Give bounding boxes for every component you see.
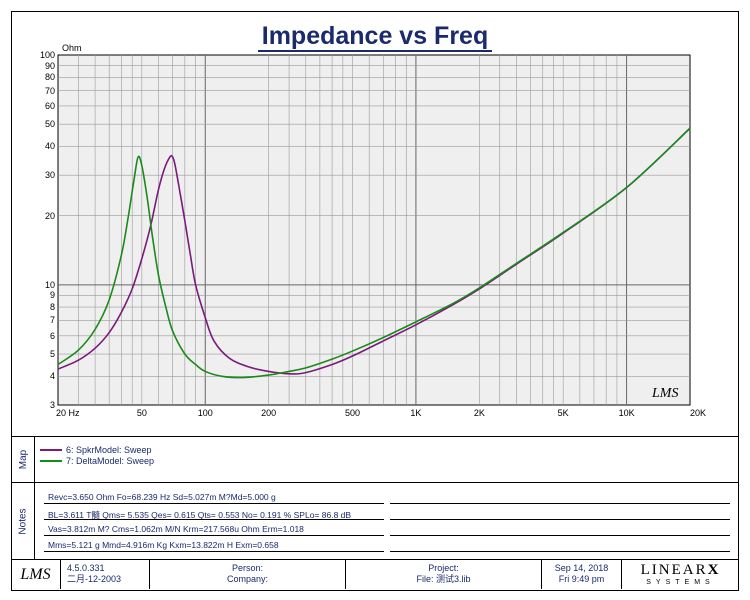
footer-brand-logo: LINEARX <box>622 562 739 578</box>
x-tick-label: 20 Hz <box>56 408 80 418</box>
y-tick-label: 30 <box>44 170 55 181</box>
footer-brand-top: LINEAR <box>640 562 708 578</box>
x-tick-label: 1K <box>410 408 422 418</box>
chart-title: Impedance vs Freq <box>0 22 750 52</box>
grid-lines <box>58 55 690 405</box>
footer-logo-cell: LMS <box>11 560 61 589</box>
x-tick-label: 100 <box>197 408 213 418</box>
note-line-1: Revc=3.650 Ohm Fo=68.239 Hz Sd=5.027m M?… <box>48 492 276 502</box>
y-tick-label: 100 <box>39 50 55 60</box>
note-rule-4 <box>44 551 384 552</box>
legend-item-delta: 7: DeltaModel: Sweep <box>40 456 154 466</box>
note-rule-2 <box>44 519 384 520</box>
y-tick-label: 40 <box>44 141 55 152</box>
footer-date-cell: Sep 14, 2018 Fri 9:49 pm <box>542 560 622 589</box>
footer-project-cell: Project: File: 测试3.lib <box>346 560 542 589</box>
y-tick-label: 4 <box>49 371 55 382</box>
x-tick-label: 10K <box>618 408 635 418</box>
plot-background <box>57 54 691 406</box>
curves <box>57 127 691 379</box>
footer-date: Sep 14, 2018 <box>554 563 609 573</box>
footer-brand-x: X <box>707 562 721 578</box>
note-line-3: Vas=3.812m M? Cms=1.062m M/N Krm=217.568… <box>48 524 304 534</box>
note-rule-right-2 <box>390 519 730 520</box>
legend-panel <box>11 436 739 482</box>
y-tick-label: 5 <box>49 349 55 359</box>
y-tick-label: 6 <box>49 330 55 341</box>
footer-person-cell: Person: Company: <box>150 560 346 589</box>
y-tick-label: 7 <box>49 315 55 326</box>
footer-date-cn: 二月-12-2003 <box>67 574 122 584</box>
footer-version-cell: 4.5.0.331 二月-12-2003 <box>61 560 150 589</box>
x-tick-label: 200 <box>261 408 277 418</box>
footer-brand-sub: SYSTEMS <box>646 579 715 586</box>
y-tick-label: 9 <box>49 290 55 301</box>
note-line-4: Mms=5.121 g Mmd=4.916m Kg Kxm=13.822m H … <box>48 540 279 550</box>
note-rule-right-3 <box>390 535 730 536</box>
footer-file-label: File: 测试3.lib <box>416 574 471 584</box>
footer-company-label: Company: <box>226 574 269 584</box>
x-tick-label: 2K <box>473 408 485 418</box>
legend-item-spkr: 6: SpkrModel: Sweep <box>40 445 152 455</box>
note-rule-right-4 <box>390 551 730 552</box>
y-tick-label: 8 <box>49 302 55 313</box>
series-line-1 <box>57 127 691 379</box>
footer-time: Fri 9:49 pm <box>558 574 605 584</box>
notes-panel <box>11 482 739 560</box>
x-tick-label: 500 <box>344 408 360 418</box>
y-tick-label: 90 <box>44 60 55 71</box>
legend-swatch-spkr <box>40 449 62 451</box>
footer-person-label: Person: <box>231 563 264 573</box>
y-tick-label: 10 <box>44 279 55 290</box>
notes-panel-label: Notes <box>13 483 35 560</box>
legend-swatch-delta <box>40 460 62 462</box>
footer-top-rule <box>11 559 739 560</box>
y-tick-label: 60 <box>44 100 55 111</box>
footer-lms-logo: LMS <box>20 566 51 583</box>
y-unit-label: Ohm <box>62 43 82 53</box>
legend-panel-label: Map <box>13 437 35 482</box>
legend-text-delta: 7: DeltaModel: Sweep <box>66 456 155 466</box>
y-tick-label: 50 <box>44 119 55 130</box>
x-tick-label: 50 <box>136 408 147 418</box>
note-rule-3 <box>44 535 384 536</box>
x-tick-label: 20K <box>689 408 706 418</box>
y-tick-label: 80 <box>44 72 55 83</box>
footer-brand-cell: LINEARX SYSTEMS <box>622 560 739 589</box>
legend-text-spkr: 6: SpkrModel: Sweep <box>66 445 152 455</box>
y-tick-label: 20 <box>44 210 55 221</box>
y-tick-label: 3 <box>49 400 55 410</box>
footer-project-label: Project: <box>428 563 459 573</box>
x-tick-label: 5K <box>557 408 569 418</box>
note-rule-1 <box>44 503 384 504</box>
watermark-logo: LMS <box>651 386 678 401</box>
outer-frame <box>11 11 739 591</box>
series-line-0 <box>57 127 691 375</box>
note-rule-right-1 <box>390 503 730 504</box>
y-tick-label: 70 <box>44 85 55 96</box>
footer-version: 4.5.0.331 <box>67 563 105 573</box>
note-line-2: BL=3.611 T髓 Qms= 5.535 Qes= 0.615 Qts= 0… <box>48 510 352 520</box>
